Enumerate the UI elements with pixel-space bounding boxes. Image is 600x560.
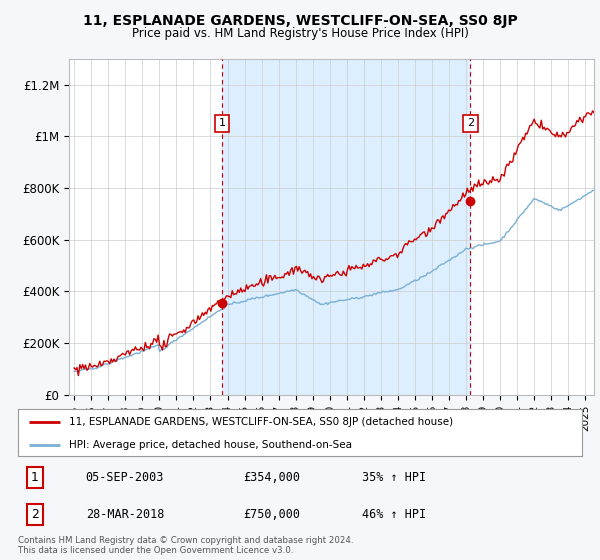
Text: 2: 2 [31,508,39,521]
Text: Contains HM Land Registry data © Crown copyright and database right 2024.: Contains HM Land Registry data © Crown c… [18,536,353,545]
Text: 35% ↑ HPI: 35% ↑ HPI [362,471,426,484]
Text: 1: 1 [31,471,39,484]
Text: 11, ESPLANADE GARDENS, WESTCLIFF-ON-SEA, SS0 8JP: 11, ESPLANADE GARDENS, WESTCLIFF-ON-SEA,… [83,14,517,28]
Text: 11, ESPLANADE GARDENS, WESTCLIFF-ON-SEA, SS0 8JP (detached house): 11, ESPLANADE GARDENS, WESTCLIFF-ON-SEA,… [69,417,453,427]
Bar [222,59,470,395]
Text: Price paid vs. HM Land Registry's House Price Index (HPI): Price paid vs. HM Land Registry's House … [131,27,469,40]
Text: 05-SEP-2003: 05-SEP-2003 [86,471,164,484]
Text: This data is licensed under the Open Government Licence v3.0.: This data is licensed under the Open Gov… [18,546,293,555]
Text: 2: 2 [467,118,474,128]
Text: £354,000: £354,000 [244,471,301,484]
Text: HPI: Average price, detached house, Southend-on-Sea: HPI: Average price, detached house, Sout… [69,440,352,450]
Text: 28-MAR-2018: 28-MAR-2018 [86,508,164,521]
Text: £750,000: £750,000 [244,508,301,521]
Text: 46% ↑ HPI: 46% ↑ HPI [362,508,426,521]
Text: 1: 1 [218,118,226,128]
